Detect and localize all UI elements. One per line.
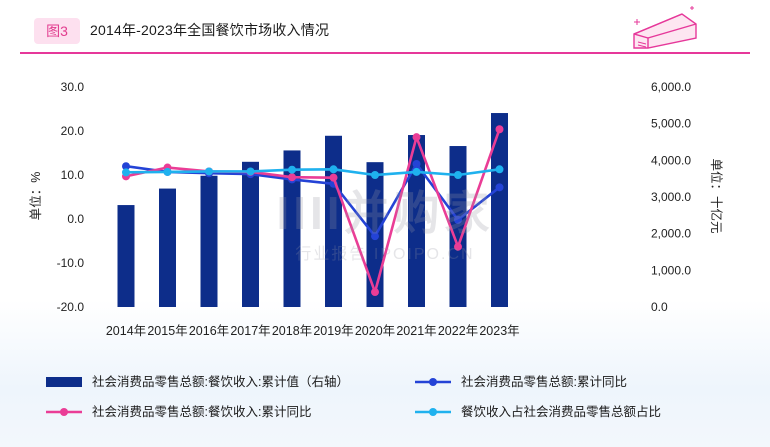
right-tick-label: 2,000.0 — [651, 227, 691, 241]
left-tick-label: 0.0 — [67, 212, 84, 226]
x-tick-label: 2015年 — [147, 324, 187, 338]
x-tick-label: 2014年 — [106, 324, 146, 338]
right-tick-label: 1,000.0 — [651, 263, 691, 277]
right-tick-label: 5,000.0 — [651, 117, 691, 131]
data-point — [495, 183, 504, 192]
x-tick-label: 2021年 — [396, 324, 436, 338]
figure-number-badge: 图3 — [34, 18, 80, 44]
legend-line-swatch — [46, 408, 82, 416]
left-tick-label: 10.0 — [61, 168, 85, 182]
legend-line-swatch — [415, 378, 451, 386]
bar — [159, 188, 176, 307]
data-point — [454, 215, 462, 224]
right-tick-label: 3,000.0 — [651, 190, 691, 204]
data-point — [454, 171, 462, 179]
bar — [283, 150, 301, 307]
bar — [200, 175, 218, 307]
data-point — [412, 133, 421, 142]
data-point — [371, 288, 379, 297]
series-line — [125, 128, 501, 294]
legend-label: 社会消费品零售总额:餐饮收入:累计值（右轴） — [92, 375, 349, 389]
header-divider — [20, 52, 750, 54]
data-point — [288, 173, 296, 182]
figure-title: 2014年-2023年全国餐饮市场收入情况 — [90, 22, 330, 38]
data-point — [122, 162, 130, 171]
left-tick-label: -20.0 — [57, 300, 85, 314]
right-axis-label: 单位：十亿元 — [709, 158, 724, 233]
right-axis: 6,000.0 5,000.0 4,000.0 3,000.0 2,000.0 1,000… — [651, 80, 691, 314]
line-series — [122, 125, 504, 297]
left-tick-label: -10.0 — [57, 256, 85, 270]
data-point — [122, 168, 130, 177]
decorative-book-icon — [633, 6, 697, 49]
data-point — [371, 171, 379, 179]
data-point — [412, 167, 421, 176]
bar — [242, 161, 259, 307]
bar — [491, 113, 508, 308]
x-tick-label: 2023年 — [479, 324, 519, 338]
bar-series — [117, 113, 508, 308]
x-tick-label: 2018年 — [272, 324, 312, 338]
data-point — [495, 125, 504, 134]
x-tick-label: 2019年 — [313, 324, 353, 338]
data-point — [329, 165, 338, 174]
bar — [408, 135, 425, 307]
figure-header: 图3 2014年-2023年全国餐饮市场收入情况 — [0, 0, 770, 56]
legend-bar-swatch — [46, 377, 82, 387]
left-axis: 30.0 20.0 10.0 0.0 -10.0 -20.0 — [57, 80, 85, 314]
data-point — [454, 242, 462, 251]
data-point — [412, 160, 421, 168]
left-axis-label: 单位：% — [28, 172, 43, 221]
data-point — [329, 173, 338, 182]
legend-label: 社会消费品零售总额:餐饮收入:累计同比 — [92, 405, 312, 419]
data-point — [163, 167, 172, 176]
right-tick-label: 4,000.0 — [651, 153, 691, 167]
bar — [449, 146, 467, 307]
left-tick-label: 30.0 — [61, 80, 85, 94]
series-line — [125, 167, 500, 177]
data-point — [371, 232, 379, 241]
bar — [325, 135, 342, 307]
data-point — [205, 167, 213, 176]
bar — [117, 205, 135, 307]
right-tick-label: 0.0 — [651, 300, 668, 314]
legend-line-swatch — [415, 408, 451, 416]
x-axis: 2014年 2015年 2016年 2017年 2018年 2019年 2020年 2021年… — [106, 324, 520, 338]
background-wash — [0, 300, 770, 447]
data-point — [246, 167, 255, 176]
legend-label: 社会消费品零售总额:累计同比 — [461, 375, 627, 389]
x-tick-label: 2022年 — [438, 324, 478, 338]
x-tick-label: 2017年 — [230, 324, 270, 338]
right-tick-label: 6,000.0 — [651, 80, 691, 94]
legend-label: 餐饮收入占社会消费品零售总额占比 — [461, 405, 662, 419]
data-point — [288, 165, 296, 174]
left-tick-label: 20.0 — [61, 124, 85, 138]
x-tick-label: 2020年 — [355, 324, 395, 338]
data-point — [495, 165, 504, 174]
x-tick-label: 2016年 — [189, 324, 229, 338]
